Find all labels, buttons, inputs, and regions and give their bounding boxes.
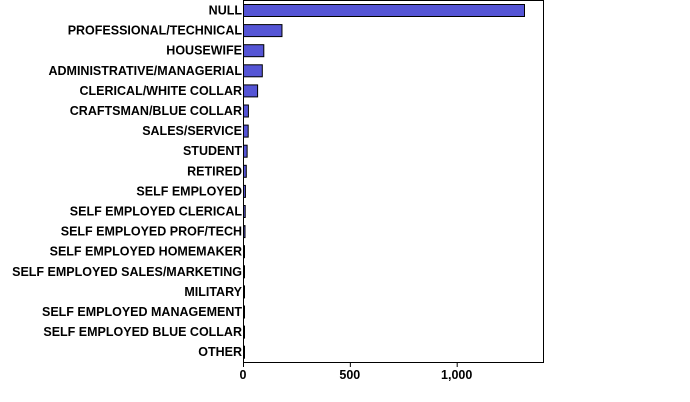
category-label: SELF EMPLOYED PROF/TECH bbox=[61, 225, 242, 239]
category-label: CRAFTSMAN/BLUE COLLAR bbox=[70, 104, 242, 118]
category-label: NULL bbox=[209, 4, 243, 18]
bar bbox=[243, 124, 249, 138]
category-label: SELF EMPLOYED BLUE COLLAR bbox=[43, 325, 242, 339]
category-label: STUDENT bbox=[183, 144, 242, 158]
category-label: RETIRED bbox=[187, 164, 242, 178]
category-label: MILITARY bbox=[184, 285, 242, 299]
category-label: SELF EMPLOYED SALES/MARKETING bbox=[12, 265, 242, 279]
category-label: OTHER bbox=[198, 345, 242, 359]
category-label: SELF EMPLOYED bbox=[136, 184, 242, 198]
x-tick-label: 1,000 bbox=[441, 368, 472, 382]
bar bbox=[243, 64, 263, 78]
x-axis: 0 500 1,000 bbox=[240, 362, 472, 382]
bar bbox=[243, 84, 259, 98]
x-tick-label: 0 bbox=[240, 368, 247, 382]
bar bbox=[243, 24, 283, 38]
plot-frame bbox=[243, 0, 544, 363]
category-label: ADMINISTRATIVE/MANAGERIAL bbox=[48, 64, 242, 78]
bar bbox=[243, 4, 525, 17]
category-label: SALES/SERVICE bbox=[142, 124, 242, 138]
bar bbox=[243, 144, 248, 158]
x-tick-label: 500 bbox=[339, 368, 360, 382]
category-label: SELF EMPLOYED MANAGEMENT bbox=[42, 305, 242, 319]
category-label: SELF EMPLOYED CLERICAL bbox=[70, 205, 243, 219]
category-label: CLERICAL/WHITE COLLAR bbox=[80, 84, 242, 98]
category-label: SELF EMPLOYED HOMEMAKER bbox=[50, 245, 242, 259]
category-labels: NULL PROFESSIONAL/TECHNICAL HOUSEWIFE ADMIN… bbox=[12, 4, 243, 360]
category-label: PROFESSIONAL/TECHNICAL bbox=[68, 24, 243, 38]
category-label: HOUSEWIFE bbox=[166, 44, 242, 58]
bar bbox=[243, 44, 265, 58]
bar-series bbox=[243, 4, 525, 359]
bar bbox=[243, 104, 249, 118]
